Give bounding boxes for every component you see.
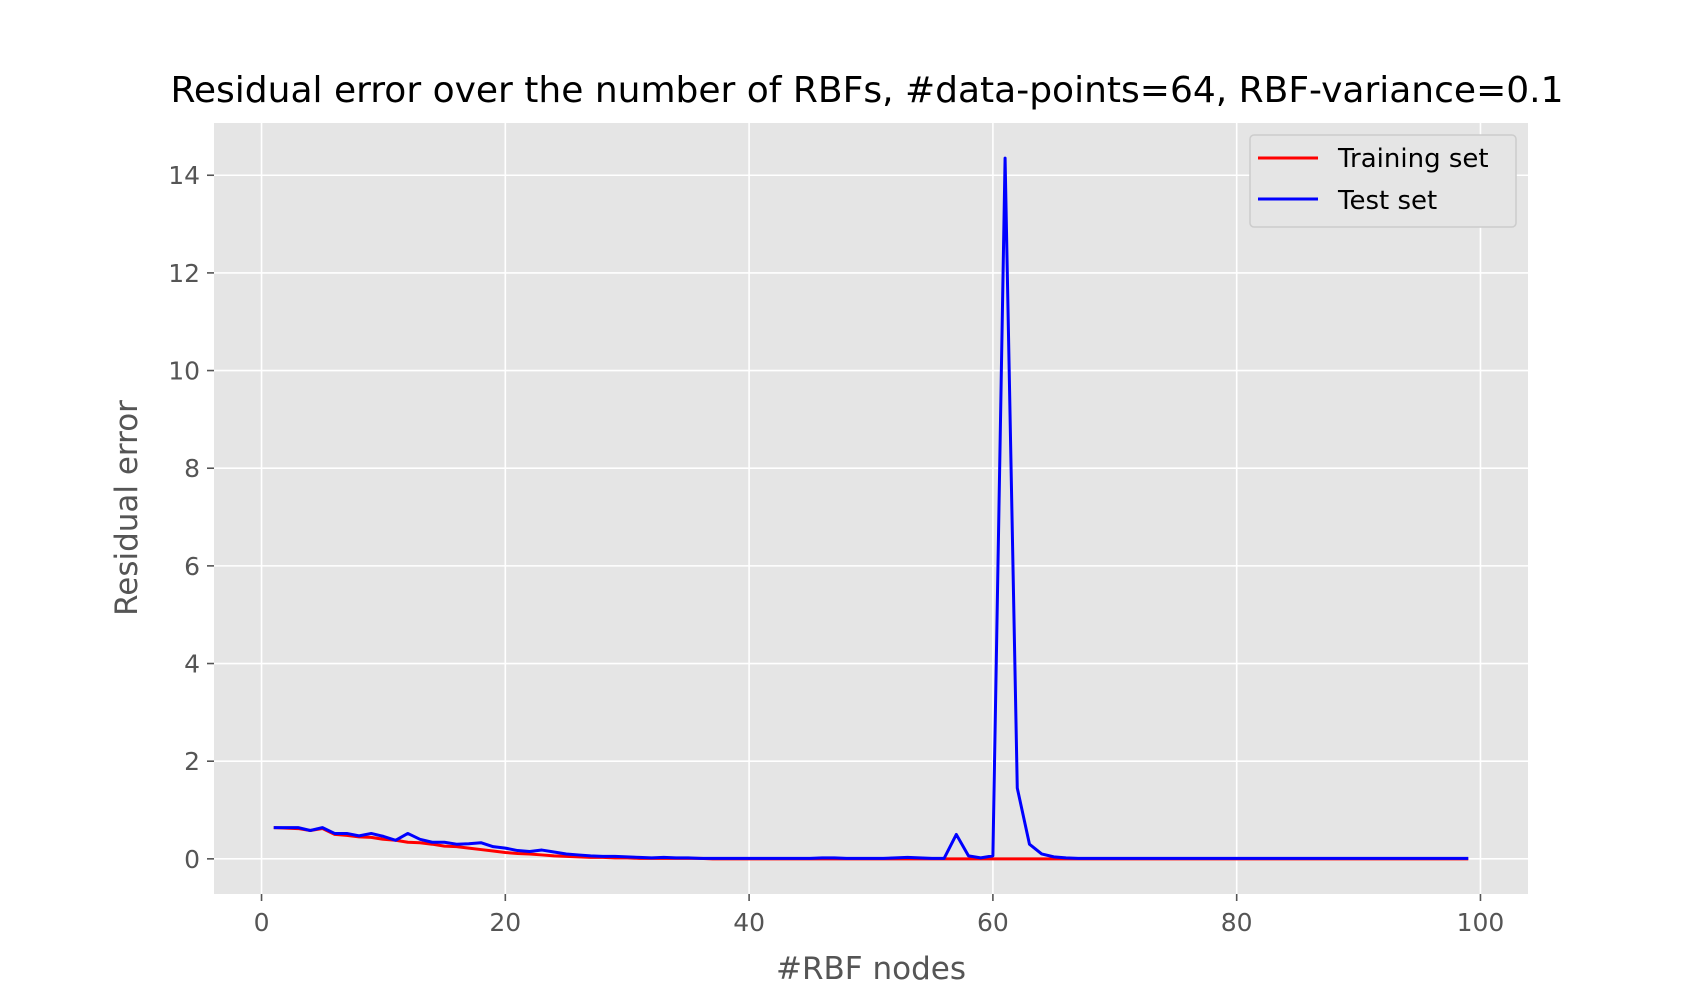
y-tick-label: 12	[168, 259, 200, 288]
legend: Training set Test set	[1249, 134, 1517, 228]
y-tick-label: 10	[168, 357, 200, 386]
series-lines	[273, 156, 1469, 861]
x-tick-label: 40	[733, 908, 765, 937]
y-axis-label: Residual error	[109, 400, 145, 616]
x-tick-label: 100	[1457, 908, 1505, 937]
x-tick-label: 20	[489, 908, 521, 937]
x-tick-label: 80	[1221, 908, 1253, 937]
y-tick-label: 0	[184, 845, 200, 874]
y-tick-label: 14	[168, 161, 200, 190]
x-tick-label: 0	[254, 908, 270, 937]
y-tick-label: 8	[184, 454, 200, 483]
series-line-test-set	[273, 156, 1469, 860]
y-tick-label: 6	[184, 552, 200, 581]
legend-label-training: Training set	[1337, 144, 1489, 174]
plot-area	[214, 123, 1528, 894]
axis-ticks: 0 20 40 60 80 100 0 2 4 6 8 10 12 14	[168, 161, 1504, 937]
legend-label-test: Test set	[1337, 186, 1437, 216]
y-tick-label: 4	[184, 650, 200, 679]
x-tick-label: 60	[977, 908, 1009, 937]
chart-title: Residual error over the number of RBFs, …	[171, 70, 1564, 111]
y-tick-label: 2	[184, 747, 200, 776]
x-axis-label: #RBF nodes	[776, 951, 966, 987]
